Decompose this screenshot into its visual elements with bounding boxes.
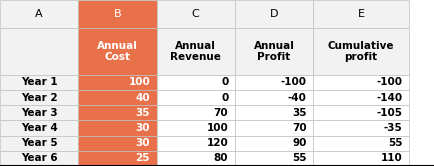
Text: D: D — [269, 9, 278, 19]
Text: 0: 0 — [220, 92, 228, 103]
Bar — [0, 105, 78, 120]
Bar — [312, 105, 408, 120]
Text: 55: 55 — [387, 138, 401, 148]
Bar — [0, 75, 78, 90]
Bar — [156, 120, 234, 136]
Bar — [234, 75, 312, 90]
Text: Year 4: Year 4 — [21, 123, 57, 133]
Bar — [0, 90, 78, 105]
Bar — [78, 120, 156, 136]
Text: Year 2: Year 2 — [21, 92, 57, 103]
Text: A: A — [35, 9, 43, 19]
Bar — [156, 136, 234, 151]
Text: 110: 110 — [380, 153, 401, 163]
Text: Cumulative
profit: Cumulative profit — [327, 41, 393, 62]
Text: 0: 0 — [220, 77, 228, 87]
Text: Year 6: Year 6 — [21, 153, 57, 163]
Bar — [0, 136, 78, 151]
Text: 35: 35 — [292, 108, 306, 118]
Bar — [78, 105, 156, 120]
Bar — [156, 75, 234, 90]
Bar — [78, 75, 156, 90]
Bar — [78, 136, 156, 151]
Bar — [0, 120, 78, 136]
Bar — [312, 90, 408, 105]
Text: Year 1: Year 1 — [21, 77, 57, 87]
Bar — [78, 28, 156, 75]
Bar — [234, 0, 312, 28]
Bar — [234, 28, 312, 75]
Text: 120: 120 — [206, 138, 228, 148]
Text: Annual
Cost: Annual Cost — [97, 41, 138, 62]
Bar — [312, 0, 408, 28]
Bar — [0, 28, 78, 75]
Bar — [0, 0, 78, 28]
Text: 100: 100 — [128, 77, 150, 87]
Bar — [234, 120, 312, 136]
Bar — [156, 0, 234, 28]
Text: -100: -100 — [280, 77, 306, 87]
Text: 55: 55 — [292, 153, 306, 163]
Bar — [156, 151, 234, 166]
Bar — [234, 151, 312, 166]
Text: 70: 70 — [213, 108, 228, 118]
Bar — [312, 75, 408, 90]
Bar — [156, 105, 234, 120]
Text: C: C — [191, 9, 199, 19]
Text: 100: 100 — [206, 123, 228, 133]
Text: -100: -100 — [375, 77, 401, 87]
Text: Annual
Profit: Annual Profit — [253, 41, 294, 62]
Text: 70: 70 — [291, 123, 306, 133]
Text: E: E — [357, 9, 364, 19]
Bar — [156, 28, 234, 75]
Text: 35: 35 — [135, 108, 150, 118]
Bar — [312, 28, 408, 75]
Bar — [234, 136, 312, 151]
Text: 90: 90 — [292, 138, 306, 148]
Text: 40: 40 — [135, 92, 150, 103]
Bar — [312, 120, 408, 136]
Bar — [156, 90, 234, 105]
Bar — [78, 0, 156, 28]
Bar — [78, 151, 156, 166]
Text: Year 3: Year 3 — [21, 108, 57, 118]
Text: 30: 30 — [135, 138, 150, 148]
Text: -140: -140 — [375, 92, 401, 103]
Text: 80: 80 — [214, 153, 228, 163]
Text: 25: 25 — [135, 153, 150, 163]
Text: -35: -35 — [383, 123, 401, 133]
Text: -40: -40 — [287, 92, 306, 103]
Bar — [0, 151, 78, 166]
Bar — [234, 90, 312, 105]
Bar — [78, 90, 156, 105]
Text: 30: 30 — [135, 123, 150, 133]
Text: Year 5: Year 5 — [21, 138, 57, 148]
Bar — [312, 151, 408, 166]
Bar — [312, 136, 408, 151]
Text: B: B — [113, 9, 121, 19]
Text: Annual
Revenue: Annual Revenue — [170, 41, 220, 62]
Text: -105: -105 — [375, 108, 401, 118]
Bar — [234, 105, 312, 120]
